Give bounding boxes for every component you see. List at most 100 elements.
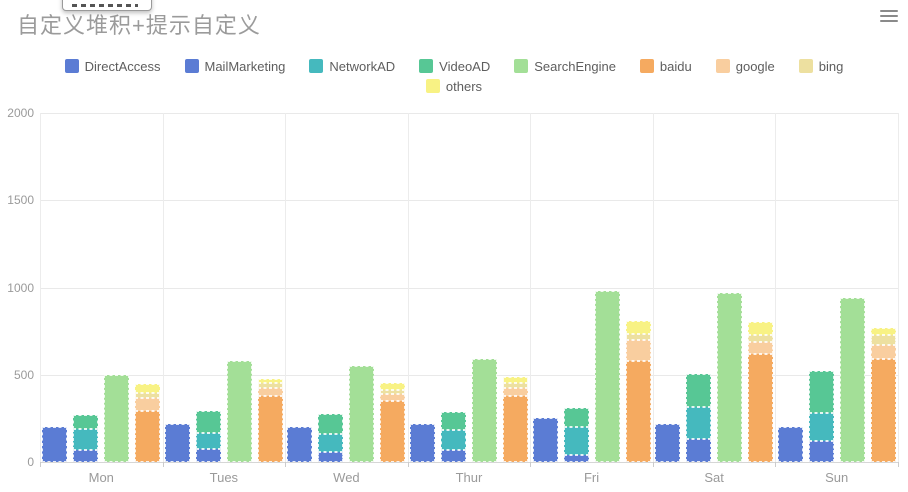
bar-videoad-mon[interactable] [73,414,99,429]
legend-item-mailmarketing[interactable]: MailMarketing [184,58,285,74]
legend-swatch-videoad [419,59,434,73]
bar-baidu-thur[interactable] [503,395,528,462]
legend-swatch-searchengine [514,59,529,73]
bar-directaccess-fri[interactable] [532,418,558,462]
bar-networkad-wed[interactable] [318,434,344,452]
bar-directaccess-tues[interactable] [164,423,190,462]
bar-videoad-sun[interactable] [808,371,834,414]
bar-networkad-mon[interactable] [73,428,99,450]
bar-bing-fri[interactable] [625,333,651,340]
bar-directaccess-thur[interactable] [410,423,435,462]
vertical-gridline [407,113,409,462]
legend-label: baidu [659,58,692,74]
bar-videoad-sat[interactable] [686,373,712,408]
bar-mailmarketing-fri[interactable] [563,455,589,462]
bar-directaccess-mon[interactable] [42,427,68,462]
x-axis-tick [162,462,164,467]
legend-item-bing[interactable]: bing [798,58,843,74]
bar-mailmarketing-tues[interactable] [195,448,221,462]
bar-others-mon[interactable] [135,384,161,394]
bar-baidu-tues[interactable] [257,395,283,462]
vertical-gridline [285,113,287,462]
bar-google-sun[interactable] [870,345,896,360]
legend-item-videoad[interactable]: VideoAD [419,58,490,74]
bar-networkad-sat[interactable] [686,407,712,440]
legend-swatch-mailmarketing [184,59,199,73]
legend-label: google [735,58,775,74]
gridline [40,200,898,202]
bar-searchengine-sat[interactable] [717,292,743,462]
bar-networkad-thur[interactable] [441,429,466,450]
bar-mailmarketing-mon[interactable] [73,449,99,462]
bar-others-wed[interactable] [380,383,406,390]
bar-baidu-mon[interactable] [135,411,161,462]
x-axis-label-sun: Sun [825,470,849,485]
bar-mailmarketing-sat[interactable] [686,439,712,462]
bar-searchengine-fri[interactable] [594,290,620,462]
bar-networkad-sun[interactable] [808,413,834,442]
bar-google-fri[interactable] [625,339,651,361]
bar-mailmarketing-thur[interactable] [441,449,466,462]
bar-bing-tues[interactable] [257,383,283,388]
bar-networkad-tues[interactable] [195,433,221,449]
legend-item-directaccess[interactable]: DirectAccess [64,58,161,74]
bar-bing-wed[interactable] [380,389,406,394]
bar-bing-mon[interactable] [135,393,161,399]
legend-item-networkad[interactable]: NetworkAD [309,58,395,74]
bar-others-thur[interactable] [503,377,528,383]
bar-mailmarketing-sun[interactable] [808,441,834,462]
x-axis-tick [285,462,287,467]
bar-searchengine-mon[interactable] [104,374,130,462]
bar-searchengine-thur[interactable] [472,359,497,462]
legend-row-2: others [40,78,868,94]
legend-item-others[interactable]: others [425,78,482,94]
bar-others-sun[interactable] [870,327,896,335]
bar-directaccess-wed[interactable] [287,427,313,462]
bar-bing-sat[interactable] [748,335,774,342]
bar-google-thur[interactable] [503,387,528,396]
legend-swatch-google [715,59,730,73]
legend-item-google[interactable]: google [715,58,775,74]
bar-baidu-fri[interactable] [625,360,651,462]
y-axis-label: 1500 [7,193,34,208]
bar-videoad-thur[interactable] [441,412,466,430]
legend-item-baidu[interactable]: baidu [639,58,692,74]
legend-swatch-baidu [639,59,654,73]
legend-item-searchengine[interactable]: SearchEngine [514,58,616,74]
menu-icon[interactable] [880,10,898,25]
vertical-gridline [40,113,41,462]
bar-searchengine-tues[interactable] [226,360,252,462]
bar-bing-sun[interactable] [870,334,896,346]
bar-google-mon[interactable] [135,398,161,412]
gridline [40,113,898,114]
x-axis-label-thur: Thur [455,470,483,485]
x-axis-label-wed: Wed [333,470,360,485]
bar-others-fri[interactable] [625,320,651,334]
bar-google-wed[interactable] [380,393,406,401]
x-axis-tick [40,462,41,467]
legend-swatch-networkad [309,59,324,73]
bar-others-sat[interactable] [748,322,774,336]
bar-baidu-sun[interactable] [870,359,896,462]
bar-directaccess-sun[interactable] [777,427,803,462]
legend-swatch-directaccess [64,59,79,73]
bar-searchengine-wed[interactable] [349,366,375,462]
bar-videoad-tues[interactable] [195,410,221,434]
bar-others-tues[interactable] [257,379,283,384]
bar-google-tues[interactable] [257,387,283,396]
bar-videoad-fri[interactable] [563,407,589,428]
bar-searchengine-sun[interactable] [839,297,865,462]
bar-baidu-wed[interactable] [380,400,406,462]
bar-networkad-fri[interactable] [563,427,589,455]
vertical-gridline [652,113,654,462]
bar-videoad-wed[interactable] [318,414,344,435]
bar-mailmarketing-wed[interactable] [318,451,344,462]
bar-bing-thur[interactable] [503,382,528,388]
bar-directaccess-sat[interactable] [655,423,681,462]
gridline [40,287,898,289]
bar-baidu-sat[interactable] [748,353,774,462]
x-axis-tick [407,462,409,467]
y-axis-label: 2000 [7,106,34,120]
bar-google-sat[interactable] [748,341,774,354]
